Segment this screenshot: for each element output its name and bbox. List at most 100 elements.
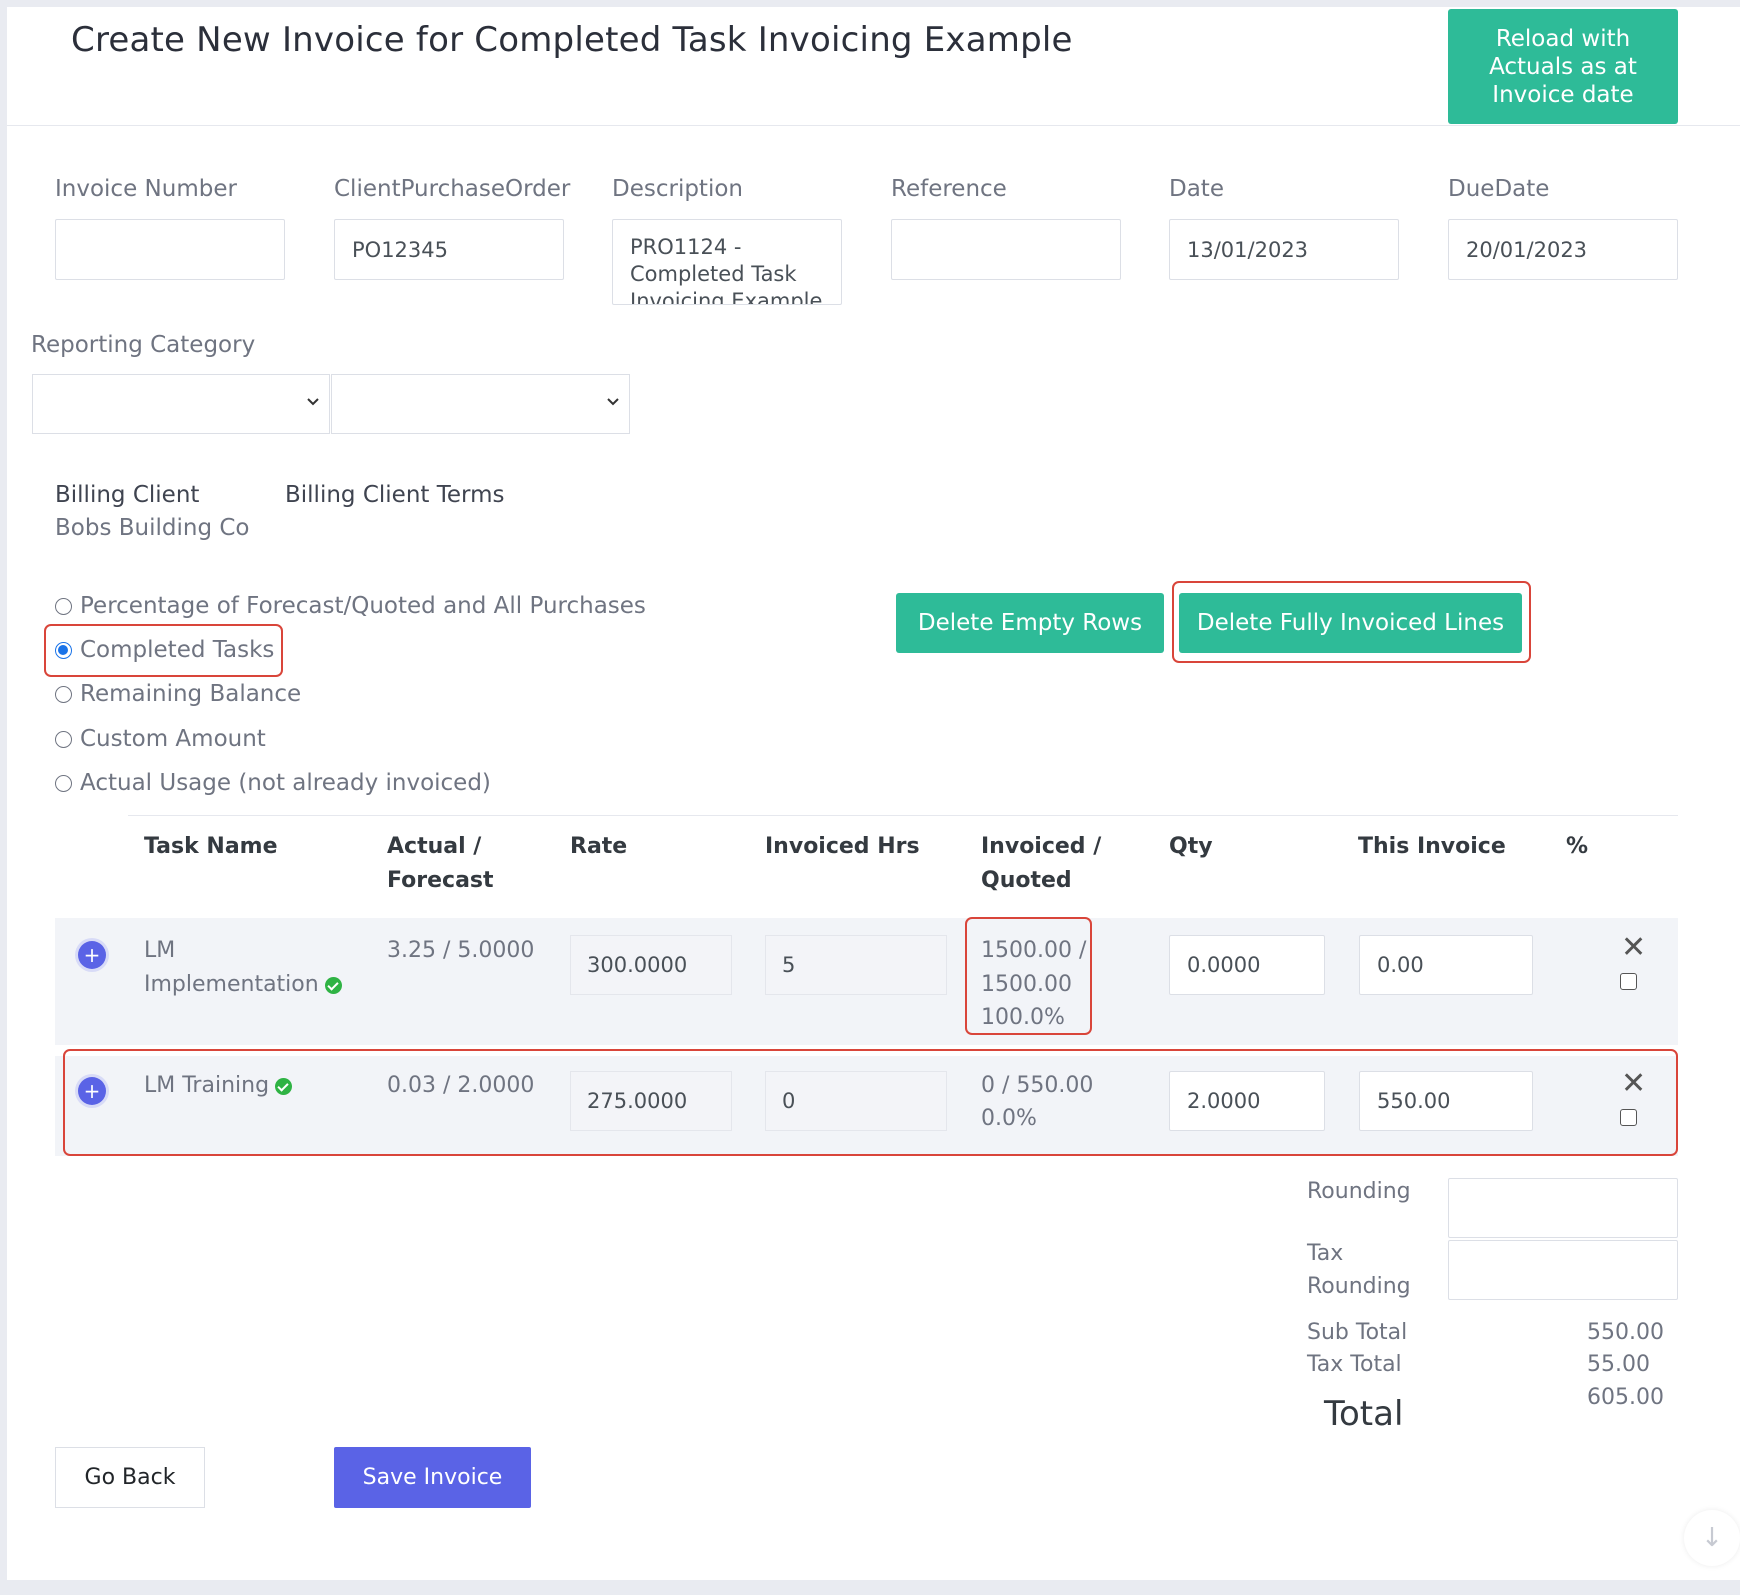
highlight-delete-invoiced bbox=[1172, 581, 1531, 663]
plus-circle-icon[interactable]: + bbox=[78, 1077, 106, 1105]
invoiced-percent: 100.0% bbox=[981, 1005, 1065, 1030]
option-custom-amount[interactable]: Custom Amount bbox=[55, 726, 266, 752]
save-invoice-button[interactable]: Save Invoice bbox=[334, 1447, 531, 1508]
chevron-down-icon bbox=[307, 398, 319, 406]
chevron-down-icon bbox=[607, 398, 619, 406]
description-textarea[interactable]: PRO1124 - Completed Task Invoicing Examp… bbox=[612, 219, 842, 305]
billing-terms-label: Billing Client Terms bbox=[285, 482, 505, 508]
header-invoiced-quoted-1: Invoiced / bbox=[981, 834, 1102, 859]
option-label: Completed Tasks bbox=[80, 637, 275, 663]
qty-input[interactable]: 2.0000 bbox=[1169, 1071, 1325, 1131]
option-label: Actual Usage (not already invoiced) bbox=[80, 770, 491, 796]
this-invoice-input[interactable]: 550.00 bbox=[1359, 1071, 1533, 1131]
billing-client-value: Bobs Building Co bbox=[55, 515, 250, 541]
reporting-category-label: Reporting Category bbox=[31, 332, 256, 358]
invoice-number-input[interactable] bbox=[55, 219, 285, 280]
reload-actuals-label: Reload with Actuals as at Invoice date bbox=[1489, 25, 1637, 108]
rounding-label: Rounding bbox=[1307, 1179, 1411, 1204]
go-back-button[interactable]: Go Back bbox=[55, 1447, 205, 1508]
row-checkbox[interactable] bbox=[1620, 973, 1637, 990]
radio-button[interactable] bbox=[55, 597, 72, 615]
invoiced-hrs-field: 0 bbox=[765, 1071, 947, 1131]
task-name-row-1: Implementation bbox=[144, 968, 342, 1002]
header-qty: Qty bbox=[1169, 834, 1213, 859]
table-top-divider bbox=[128, 815, 1678, 816]
client-po-label: ClientPurchaseOrder bbox=[334, 176, 571, 202]
reload-actuals-button[interactable]: Reload with Actuals as at Invoice date bbox=[1448, 9, 1678, 124]
actual-forecast-value: 0.03 / 2.0000 bbox=[387, 1073, 535, 1098]
actual-forecast-value: 3.25 / 5.0000 bbox=[387, 938, 535, 963]
highlight-completed-tasks bbox=[44, 624, 283, 677]
delete-empty-rows-label: Delete Empty Rows bbox=[917, 610, 1143, 636]
header-this-invoice: This Invoice bbox=[1358, 834, 1506, 859]
radio-button[interactable] bbox=[55, 774, 72, 792]
header-invoiced-hrs: Invoiced Hrs bbox=[765, 834, 920, 859]
invoiced-quoted-line2: 1500.00 bbox=[981, 972, 1072, 997]
subtotal-label: Sub Total bbox=[1307, 1320, 1408, 1345]
task-name-line1: LM bbox=[144, 938, 176, 963]
header-actual-forecast-2: Forecast bbox=[387, 868, 494, 893]
option-actual-usage[interactable]: Actual Usage (not already invoiced) bbox=[55, 770, 491, 796]
task-name-line2: Implementation bbox=[144, 972, 319, 997]
date-input[interactable]: 13/01/2023 bbox=[1169, 219, 1399, 280]
rate-field: 275.0000 bbox=[570, 1071, 732, 1131]
invoice-number-label: Invoice Number bbox=[55, 176, 237, 202]
page-title: Create New Invoice for Completed Task In… bbox=[71, 20, 1073, 60]
subtotal-value: 550.00 bbox=[1587, 1320, 1664, 1345]
close-icon[interactable]: ✕ bbox=[1621, 1066, 1647, 1101]
header-task-name: Task Name bbox=[144, 834, 278, 859]
option-label: Percentage of Forecast/Quoted and All Pu… bbox=[80, 593, 646, 619]
tax-rounding-label-1: Tax bbox=[1307, 1241, 1344, 1266]
rate-field: 300.0000 bbox=[570, 935, 732, 995]
option-remaining-balance[interactable]: Remaining Balance bbox=[55, 681, 301, 707]
header-invoiced-quoted-2: Quoted bbox=[981, 868, 1072, 893]
total-label: Total bbox=[1324, 1394, 1404, 1434]
option-label: Custom Amount bbox=[80, 726, 266, 752]
row-checkbox[interactable] bbox=[1620, 1109, 1637, 1126]
highlight-invoiced-quoted bbox=[965, 917, 1092, 1035]
date-label: Date bbox=[1169, 176, 1224, 202]
invoiced-quoted-line1: 0 / 550.00 bbox=[981, 1073, 1094, 1098]
radio-button[interactable] bbox=[55, 730, 72, 748]
radio-button[interactable] bbox=[55, 685, 72, 703]
header-divider bbox=[7, 125, 1740, 126]
reference-input[interactable] bbox=[891, 219, 1121, 280]
go-back-label: Go Back bbox=[84, 1465, 176, 1490]
due-date-label: DueDate bbox=[1448, 176, 1550, 202]
rounding-input[interactable] bbox=[1448, 1178, 1678, 1238]
radio-button-selected[interactable] bbox=[55, 641, 72, 659]
this-invoice-input[interactable]: 0.00 bbox=[1359, 935, 1533, 995]
reporting-category-select-1[interactable] bbox=[32, 374, 330, 434]
plus-circle-icon[interactable]: + bbox=[78, 941, 106, 969]
header-actual-forecast-1: Actual / bbox=[387, 834, 482, 859]
billing-client-label: Billing Client bbox=[55, 482, 200, 508]
save-invoice-label: Save Invoice bbox=[362, 1465, 503, 1490]
option-percentage-forecast[interactable]: Percentage of Forecast/Quoted and All Pu… bbox=[55, 593, 646, 619]
tax-total-value: 55.00 bbox=[1587, 1352, 1650, 1377]
tax-rounding-label-2: Rounding bbox=[1307, 1274, 1411, 1299]
total-value: 605.00 bbox=[1587, 1385, 1664, 1410]
reporting-category-select-2[interactable] bbox=[331, 374, 630, 434]
option-completed-tasks[interactable]: Completed Tasks bbox=[55, 637, 274, 663]
check-circle-icon bbox=[275, 1077, 293, 1095]
header-percent: % bbox=[1566, 834, 1589, 859]
description-text: PRO1124 - Completed Task Invoicing Examp… bbox=[630, 235, 823, 305]
qty-input[interactable]: 0.0000 bbox=[1169, 935, 1325, 995]
delete-fully-invoiced-button[interactable]: Delete Fully Invoiced Lines bbox=[1179, 593, 1522, 653]
highlight-lm-training-row bbox=[63, 1049, 1678, 1156]
task-name-line1: LM Training bbox=[144, 1073, 270, 1098]
close-icon[interactable]: ✕ bbox=[1621, 930, 1647, 965]
invoiced-percent: 0.0% bbox=[981, 1106, 1037, 1131]
client-po-input[interactable]: PO12345 bbox=[334, 219, 564, 280]
delete-empty-rows-button[interactable]: Delete Empty Rows bbox=[896, 593, 1164, 653]
invoiced-hrs-field: 5 bbox=[765, 935, 947, 995]
reference-label: Reference bbox=[891, 176, 1007, 202]
check-circle-icon bbox=[324, 976, 342, 994]
arrow-down-icon[interactable]: ↓ bbox=[1684, 1510, 1740, 1566]
header-rate: Rate bbox=[570, 834, 628, 859]
tax-rounding-input[interactable] bbox=[1448, 1240, 1678, 1300]
due-date-input[interactable]: 20/01/2023 bbox=[1448, 219, 1678, 280]
option-label: Remaining Balance bbox=[80, 681, 302, 707]
task-name-row-2: LM Training bbox=[144, 1069, 293, 1103]
tax-total-label: Tax Total bbox=[1307, 1352, 1402, 1377]
